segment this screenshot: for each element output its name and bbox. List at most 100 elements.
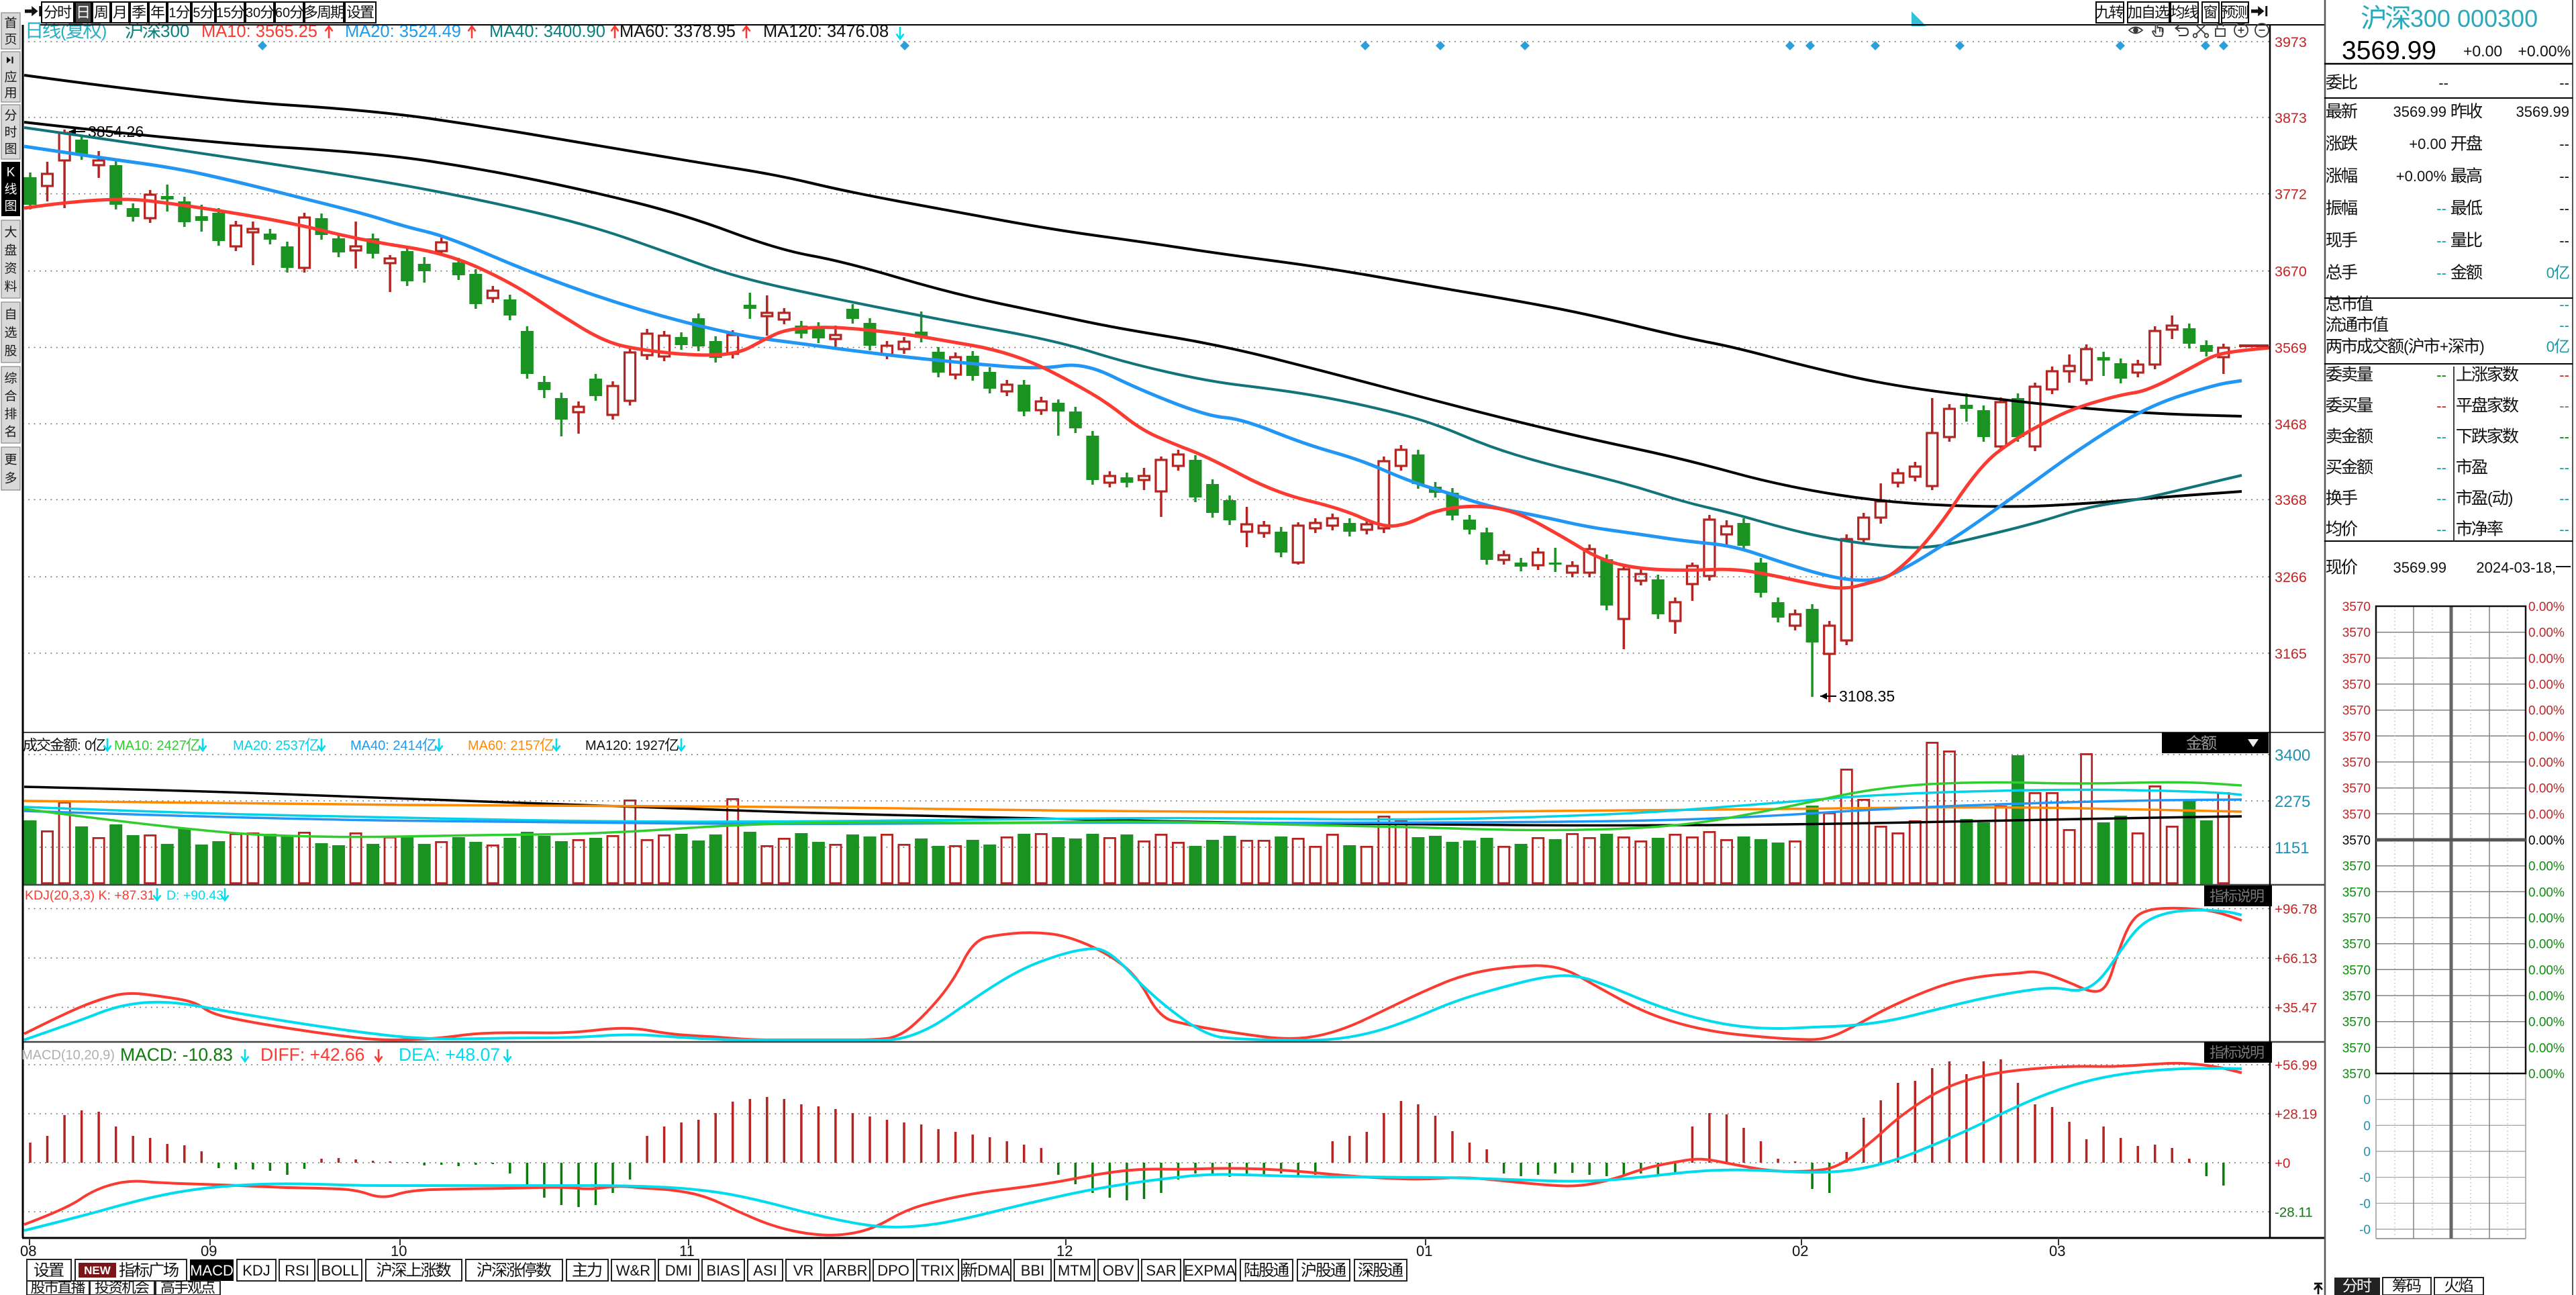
svg-text:DPO: DPO [877,1262,909,1279]
svg-text:SAR: SAR [1146,1262,1176,1279]
svg-text:--: -- [2438,75,2448,91]
svg-text:ASI: ASI [753,1262,777,1279]
svg-text:--: -- [2559,367,2569,383]
svg-text:RSI: RSI [285,1262,309,1279]
svg-text:3570: 3570 [2342,626,2371,640]
svg-text:0.00%: 0.00% [2528,704,2565,718]
svg-text:3569: 3569 [2275,340,2307,356]
svg-text:0.00%: 0.00% [2528,730,2565,744]
svg-text:3570: 3570 [2342,990,2371,1004]
svg-text:15: 15 [216,6,231,21]
svg-text:3570: 3570 [2342,730,2371,744]
svg-text:0: 0 [2363,1145,2371,1159]
svg-text:--: -- [2559,75,2569,91]
svg-text:K: K [7,166,15,180]
svg-text:+0.00: +0.00 [2463,42,2502,60]
svg-text:--: -- [2559,490,2569,507]
svg-text:3570: 3570 [2342,756,2371,770]
svg-text:EXPMA: EXPMA [1184,1262,1236,1279]
svg-text:0: 0 [2363,1094,2371,1108]
svg-text:3570: 3570 [2342,1067,2371,1082]
svg-text:DIFF: +42.66: DIFF: +42.66 [260,1045,364,1065]
svg-text:KDJ(20,3,3) K: +87.31: KDJ(20,3,3) K: +87.31 [25,888,155,903]
svg-text:3570: 3570 [2342,782,2371,796]
svg-text:3570: 3570 [2342,600,2371,614]
svg-text:+96.78: +96.78 [2275,902,2317,917]
svg-text:0.00%: 0.00% [2528,860,2565,874]
svg-text:--: -- [2559,521,2569,538]
svg-text:3570: 3570 [2342,834,2371,848]
svg-text:0: 0 [2546,265,2555,281]
svg-text:(: ( [2487,489,2493,507]
svg-text:03: 03 [2049,1243,2065,1259]
svg-text:+0: +0 [2275,1156,2290,1171]
svg-text:MTM: MTM [1058,1262,1091,1279]
svg-text:--: -- [2436,428,2446,445]
svg-text:+0.00%: +0.00% [2396,168,2446,185]
svg-text:MACD: -10.83: MACD: -10.83 [120,1045,233,1065]
svg-text:3468: 3468 [2275,416,2307,432]
svg-text:--: -- [2559,168,2569,185]
svg-text:D: +90.43: D: +90.43 [166,888,224,903]
svg-text:--: -- [2559,428,2569,445]
svg-text:0: 0 [2363,1119,2371,1133]
svg-text:1151: 1151 [2275,839,2310,857]
svg-text:3570: 3570 [2342,678,2371,692]
svg-text:DMA: DMA [977,1262,1010,1279]
svg-text:12: 12 [1056,1243,1073,1259]
svg-text:0.00%: 0.00% [2528,834,2565,848]
svg-text:MA120: 1927: MA120: 1927 [585,738,665,753]
svg-text:2275: 2275 [2275,793,2310,811]
svg-text:--: -- [2559,136,2569,152]
svg-text:-0: -0 [2359,1197,2371,1211]
svg-text:30: 30 [246,6,260,21]
svg-text:+66.13: +66.13 [2275,951,2317,967]
svg-text:60: 60 [275,6,290,21]
svg-text:DEA: +48.07: DEA: +48.07 [399,1045,500,1065]
svg-text:+56.99: +56.99 [2275,1058,2317,1073]
svg-text:OBV: OBV [1103,1262,1134,1279]
svg-text:3772: 3772 [2275,187,2307,203]
svg-text:0.00%: 0.00% [2528,1067,2565,1082]
svg-text:BBI: BBI [1021,1262,1044,1279]
svg-text:02: 02 [1792,1243,1808,1259]
svg-text:--: -- [2559,317,2569,334]
svg-text:0.00%: 0.00% [2528,885,2565,900]
svg-text:0.00%: 0.00% [2528,1016,2565,1030]
svg-text:3400: 3400 [2275,747,2310,765]
svg-text:3569.99: 3569.99 [2342,36,2436,65]
svg-text:01: 01 [1416,1243,1432,1259]
svg-text:(: ( [60,21,66,41]
svg-text:3266: 3266 [2275,569,2307,585]
svg-text:3973: 3973 [2275,34,2307,50]
svg-text:0.00%: 0.00% [2528,912,2565,926]
svg-text:VR: VR [793,1262,814,1279]
svg-text:): ) [101,21,107,41]
svg-text:0.00%: 0.00% [2528,626,2565,640]
svg-text:-0: -0 [2359,1223,2371,1237]
svg-text:3873: 3873 [2275,110,2307,126]
svg-text:3569.99: 3569.99 [2393,559,2447,576]
svg-text:0.00%: 0.00% [2528,756,2565,770]
svg-text:BIAS: BIAS [706,1262,740,1279]
svg-text:3165: 3165 [2275,646,2307,662]
svg-text:--: -- [2436,367,2446,383]
svg-text:MA20: 2537: MA20: 2537 [233,738,305,753]
svg-text:1: 1 [168,6,176,21]
svg-text:0.00%: 0.00% [2528,1041,2565,1055]
svg-text:3570: 3570 [2342,963,2371,977]
svg-text:+28.19: +28.19 [2275,1107,2317,1122]
svg-text:3570: 3570 [2342,1041,2371,1055]
svg-text:10: 10 [391,1243,407,1259]
svg-text:3670: 3670 [2275,264,2307,280]
svg-text:--: -- [2559,232,2569,249]
svg-text:--: -- [2436,397,2446,414]
svg-text:0.00%: 0.00% [2528,782,2565,796]
svg-text:3570: 3570 [2342,912,2371,926]
svg-text:--: -- [2436,490,2446,507]
svg-text:3570: 3570 [2342,860,2371,874]
svg-text:--: -- [2559,200,2569,217]
svg-text:): ) [2479,338,2485,355]
svg-text:--: -- [2436,265,2446,281]
svg-text:): ) [2508,489,2514,507]
